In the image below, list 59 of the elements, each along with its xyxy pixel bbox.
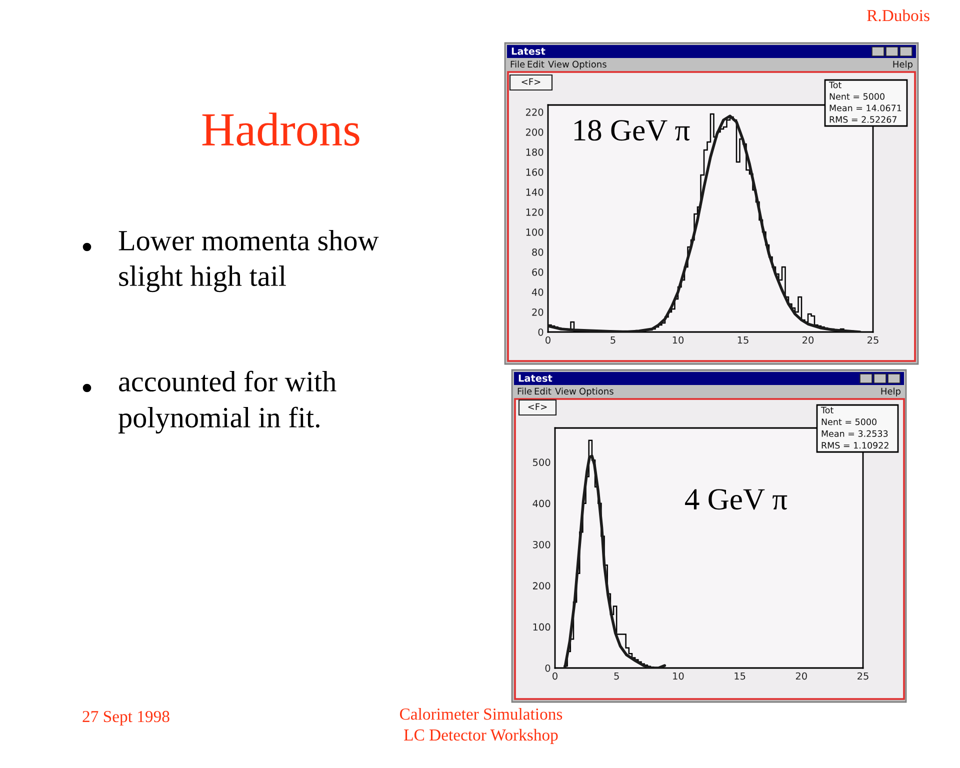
text: Hadrons xyxy=(202,112,360,146)
y-tick-label: 200 xyxy=(526,128,544,136)
text: File xyxy=(510,60,525,68)
text: Help xyxy=(893,60,913,70)
text: <F> xyxy=(528,403,547,410)
x-tick-label: 25 xyxy=(858,672,868,680)
y-tick-label: 160 xyxy=(526,168,544,176)
text: <F> xyxy=(522,78,540,85)
text: Help xyxy=(881,388,901,396)
text: File xyxy=(518,388,532,395)
text: Edit xyxy=(528,60,544,68)
y-tick-label: 120 xyxy=(526,208,544,216)
y-tick-label: 200 xyxy=(532,582,550,590)
annotation: 18 GeV π xyxy=(574,120,690,141)
y-tick-label: 0 xyxy=(545,664,550,672)
x-tick-label: 10 xyxy=(673,672,684,680)
x-tick-label: 20 xyxy=(796,672,807,680)
text: View xyxy=(548,60,570,68)
x-tick-label: 0 xyxy=(552,672,558,680)
y-tick-label: 300 xyxy=(533,540,550,548)
y-tick-label: 60 xyxy=(532,268,544,276)
x-tick-label: 15 xyxy=(734,672,746,680)
chart-title: Latest xyxy=(518,374,552,382)
y-tick-label: 140 xyxy=(526,188,544,196)
x-tick-label: 25 xyxy=(868,336,878,344)
text: Tot xyxy=(820,406,834,414)
y-tick-label: 180 xyxy=(526,148,544,156)
x-tick-label: 5 xyxy=(610,336,616,344)
y-tick-label: 0 xyxy=(538,328,544,336)
text: Lower momenta show slight high tail xyxy=(118,230,379,292)
text: Options xyxy=(580,388,614,396)
x-tick-label: 10 xyxy=(672,336,684,344)
chart-title: Latest xyxy=(512,48,546,55)
y-tick-label: 500 xyxy=(533,458,550,466)
annotation: RMS = 1.10922 xyxy=(822,442,888,449)
x-tick-label: 5 xyxy=(614,672,619,680)
y-tick-label: 100 xyxy=(526,228,544,236)
text: Calorimeter Simulations LC Detector Workshop xyxy=(400,708,562,744)
y-tick-label: 20 xyxy=(532,308,544,316)
y-tick-label: 80 xyxy=(532,248,544,256)
text: Tot xyxy=(828,82,842,88)
text: 27 Sept 1998 xyxy=(82,710,170,726)
annotation: Mean = 3.2533 xyxy=(822,430,888,437)
x-tick-label: 20 xyxy=(802,336,814,344)
y-tick-label: 400 xyxy=(532,500,550,508)
annotation: RMS = 2.52267 xyxy=(830,116,897,123)
text: Options xyxy=(572,60,606,70)
annotation: 4 GeV π xyxy=(685,489,788,510)
text: Nent = 5000 xyxy=(822,418,876,426)
y-tick-label: 40 xyxy=(532,288,544,296)
text: R.Dubois xyxy=(867,9,930,22)
text: Nent = 5000 xyxy=(830,93,884,100)
annotation: Mean = 14.0671 xyxy=(830,104,902,112)
x-tick-label: 15 xyxy=(738,336,748,344)
y-tick-label: 220 xyxy=(526,108,544,116)
y-tick-label: 100 xyxy=(533,623,550,631)
text: Edit xyxy=(534,388,552,395)
text: accounted for with polynomial in fit. xyxy=(118,370,336,434)
text: View xyxy=(555,388,576,395)
